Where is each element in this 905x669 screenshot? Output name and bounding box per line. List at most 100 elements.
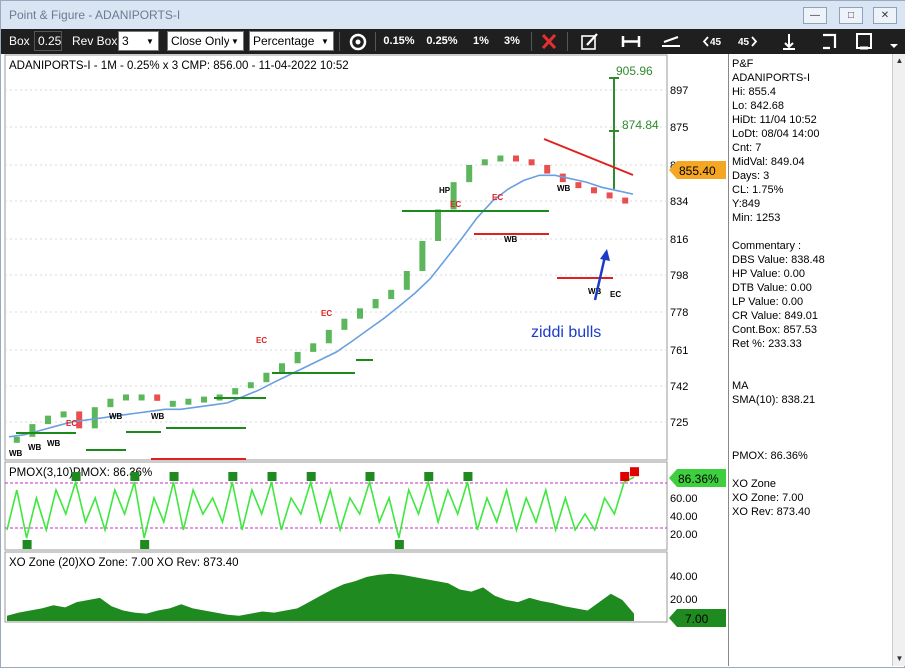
info-line: MidVal: 849.04	[732, 156, 805, 168]
pf-marker-label: WB	[557, 184, 571, 193]
title-bar: Point & Figure - ADANIPORTS-I — □ ✕	[1, 1, 905, 29]
o-column	[559, 173, 566, 183]
preset-015-button[interactable]: 0.15%	[383, 35, 415, 47]
info-block-ma: MA SMA(10): 838.21	[732, 379, 889, 407]
pmox-tag	[669, 469, 726, 487]
corner-button[interactable]	[818, 32, 840, 51]
toolbar: Box 0.25 Rev Box 3 ▼ Close Only ▼ Percenta…	[1, 29, 905, 54]
revbox-value: 3	[122, 34, 129, 48]
down-arrow-icon	[783, 34, 795, 50]
scroll-up-icon[interactable]: ▲	[895, 56, 904, 65]
down-arrow-button[interactable]	[778, 32, 800, 51]
info-block-summary: P&F ADANIPORTS-I Hi: 855.4 Lo: 842.68 HiDt: …	[732, 57, 889, 225]
xo-tick-20: 20.00	[670, 594, 698, 606]
sma-line	[8, 174, 634, 438]
rot-right-label: 45	[738, 37, 750, 48]
y-tick-label: 816	[670, 234, 688, 246]
pmox-tick-20: 20.00	[670, 529, 698, 541]
info-line: CL: 1.75%	[732, 184, 784, 196]
y-tick-label: 897	[670, 85, 688, 97]
arrowhead-icon	[600, 249, 610, 261]
close-red-icon	[541, 33, 557, 50]
rotate-45-right-icon: 45	[738, 36, 758, 48]
chevron-down-icon: ▼	[144, 35, 156, 48]
y-tick-label: 834	[670, 196, 688, 208]
info-line: LoDt: 08/04 14:00	[732, 128, 820, 140]
refresh-button[interactable]	[346, 32, 370, 51]
pmox-signal-marker	[130, 472, 140, 481]
pmox-signal-marker	[463, 472, 473, 481]
price-mode-value: Close Only	[171, 34, 230, 48]
info-panel: P&F ADANIPORTS-I Hi: 855.4 Lo: 842.68 HiDt: …	[729, 54, 892, 666]
x-column	[341, 318, 348, 330]
separator	[375, 32, 376, 51]
pmox-signal-marker	[620, 472, 630, 481]
settings-button[interactable]	[853, 32, 875, 51]
info-line: XO Zone: 7.00	[732, 492, 804, 504]
o-column	[513, 155, 519, 162]
price-mode-select[interactable]: Close Only ▼	[167, 31, 244, 51]
toolbar-dropdown-button[interactable]	[885, 32, 903, 51]
rotate-right-button[interactable]: 45	[735, 32, 761, 51]
hammer-button[interactable]	[618, 32, 644, 51]
pmox-tick-40: 40.00	[670, 511, 698, 523]
pf-columns	[13, 155, 629, 443]
info-line: Cnt: 7	[732, 142, 762, 154]
rot-left-label: 45	[710, 37, 722, 48]
box-input[interactable]: 0.25	[34, 31, 62, 51]
refresh-icon	[349, 33, 367, 51]
pf-marker-label: WB	[47, 439, 61, 448]
pf-marker-label: WB	[151, 412, 165, 421]
x-column	[263, 372, 270, 383]
x-column	[466, 165, 473, 183]
maximize-button[interactable]: □	[839, 7, 863, 24]
close-button[interactable]: ✕	[873, 7, 897, 24]
vertical-scrollbar[interactable]: ▲ ▼	[892, 54, 905, 666]
x-column	[247, 382, 254, 389]
x-column	[123, 394, 129, 401]
chart-canvas[interactable]: ADANIPORTS-I - 1M - 0.25% x 3 CMP: 856.0…	[1, 54, 729, 666]
info-line: XO Zone	[732, 478, 777, 490]
trendline-icon	[662, 36, 680, 47]
revbox-select[interactable]: 3 ▼	[118, 31, 159, 51]
info-line: XO Rev: 873.40	[732, 506, 811, 518]
preset-1-button[interactable]: 1%	[473, 35, 489, 47]
info-line: LP Value: 0.00	[732, 296, 804, 308]
clear-button[interactable]	[536, 32, 562, 51]
y-tick-label: 742	[670, 381, 688, 393]
resistance-line	[543, 138, 634, 176]
x-column	[419, 241, 426, 271]
chart-area: ADANIPORTS-I - 1M - 0.25% x 3 CMP: 856.0…	[1, 54, 729, 666]
preset-3-button[interactable]: 3%	[504, 35, 520, 47]
info-line: Ret %: 233.33	[732, 338, 802, 350]
info-line: P&F	[732, 58, 754, 70]
info-line: Lo: 842.68	[732, 100, 784, 112]
pf-marker-label: EC	[66, 419, 77, 428]
info-block-pmox: PMOX: 86.36%	[732, 449, 889, 463]
xo-tag-label: 7.00	[685, 612, 709, 626]
pmox-header: PMOX(3,10)PMOX: 86.36%	[9, 467, 152, 479]
o-column	[544, 165, 551, 174]
pmox-signal-marker	[424, 472, 434, 481]
pmox-signal-marker	[306, 472, 316, 481]
separator	[567, 32, 568, 51]
info-line: HP Value: 0.00	[732, 268, 805, 280]
main-gridlines	[5, 89, 667, 423]
preset-025-button[interactable]: 0.25%	[426, 35, 458, 47]
pmox-signal-marker	[169, 472, 179, 481]
edit-button[interactable]	[577, 32, 603, 51]
trendline-button[interactable]	[658, 32, 684, 51]
x-column	[169, 400, 176, 407]
rotate-45-left-icon: 45	[702, 36, 722, 48]
scale-mode-select[interactable]: Percentage ▼	[249, 31, 334, 51]
rotate-left-button[interactable]: 45	[701, 32, 727, 51]
o-column	[154, 394, 161, 401]
pmox-signal-marker	[630, 467, 639, 477]
y-tick-label: 761	[670, 345, 688, 357]
info-line: DBS Value: 838.48	[732, 254, 825, 266]
edit-icon	[581, 33, 598, 50]
minimize-button[interactable]: —	[803, 7, 827, 24]
info-block-xozone: XO Zone XO Zone: 7.00 XO Rev: 873.40	[732, 477, 889, 519]
x-column	[435, 209, 441, 241]
scroll-down-icon[interactable]: ▼	[895, 654, 904, 663]
